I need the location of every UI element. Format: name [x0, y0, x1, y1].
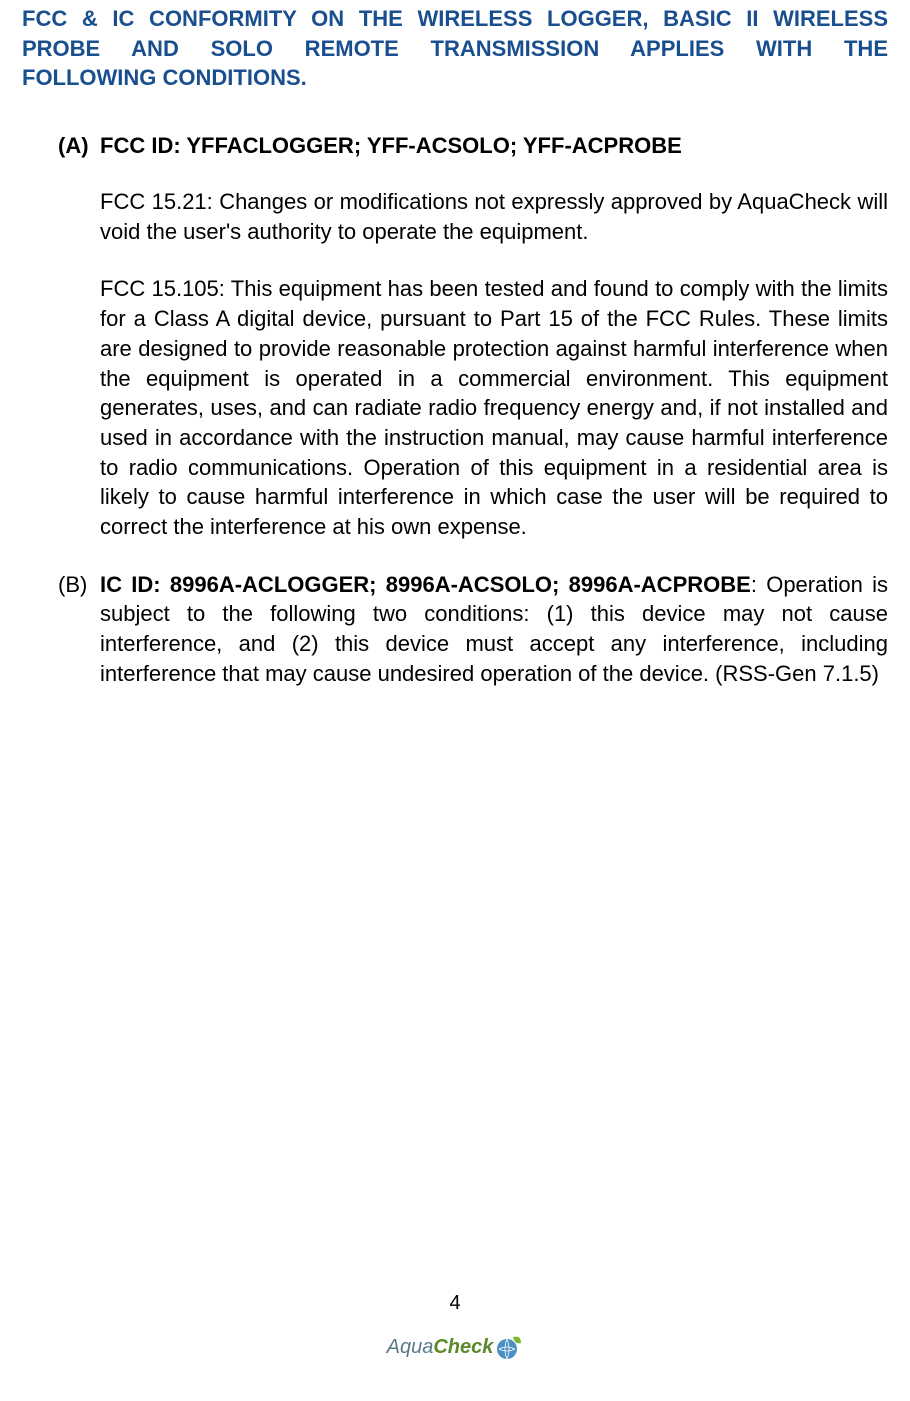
section-b: (B) IC ID: 8996A-ACLOGGER; 8996A-ACSOLO;…	[58, 570, 888, 689]
document-heading: FCC & IC CONFORMITY ON THE WIRELESS LOGG…	[22, 0, 888, 93]
section-a-para-2: FCC 15.105: This equipment has been test…	[100, 274, 888, 541]
section-a-marker: (A)	[58, 133, 100, 159]
heading-line-3: FOLLOWING CONDITIONS.	[22, 63, 307, 93]
page-footer: 4 AquaCheck	[0, 1292, 910, 1361]
globe-leaf-icon	[495, 1333, 523, 1361]
logo-text: AquaCheck	[387, 1336, 494, 1359]
section-a: (A) FCC ID: YFFACLOGGER; YFF-ACSOLO; YFF…	[58, 133, 888, 542]
section-a-title: FCC ID: YFFACLOGGER; YFF-ACSOLO; YFF-ACP…	[100, 133, 682, 159]
section-a-header: (A) FCC ID: YFFACLOGGER; YFF-ACSOLO; YFF…	[58, 133, 888, 159]
section-a-para-1: FCC 15.21: Changes or modifications not …	[100, 187, 888, 246]
section-b-text: IC ID: 8996A-ACLOGGER; 8996A-ACSOLO; 899…	[100, 570, 888, 689]
section-b-title-bold: IC ID: 8996A-ACLOGGER; 8996A-ACSOLO; 899…	[100, 572, 751, 597]
page-number: 4	[0, 1292, 910, 1315]
heading-line-1: FCC & IC CONFORMITY ON THE WIRELESS LOGG…	[22, 6, 888, 31]
section-b-marker: (B)	[58, 570, 100, 689]
heading-line-2: PROBE AND SOLO REMOTE TRANSMISSION APPLI…	[22, 36, 888, 61]
aquacheck-logo: AquaCheck	[387, 1333, 524, 1361]
logo-aqua-text: Aqua	[387, 1336, 434, 1358]
logo-check-text: Check	[433, 1336, 493, 1358]
